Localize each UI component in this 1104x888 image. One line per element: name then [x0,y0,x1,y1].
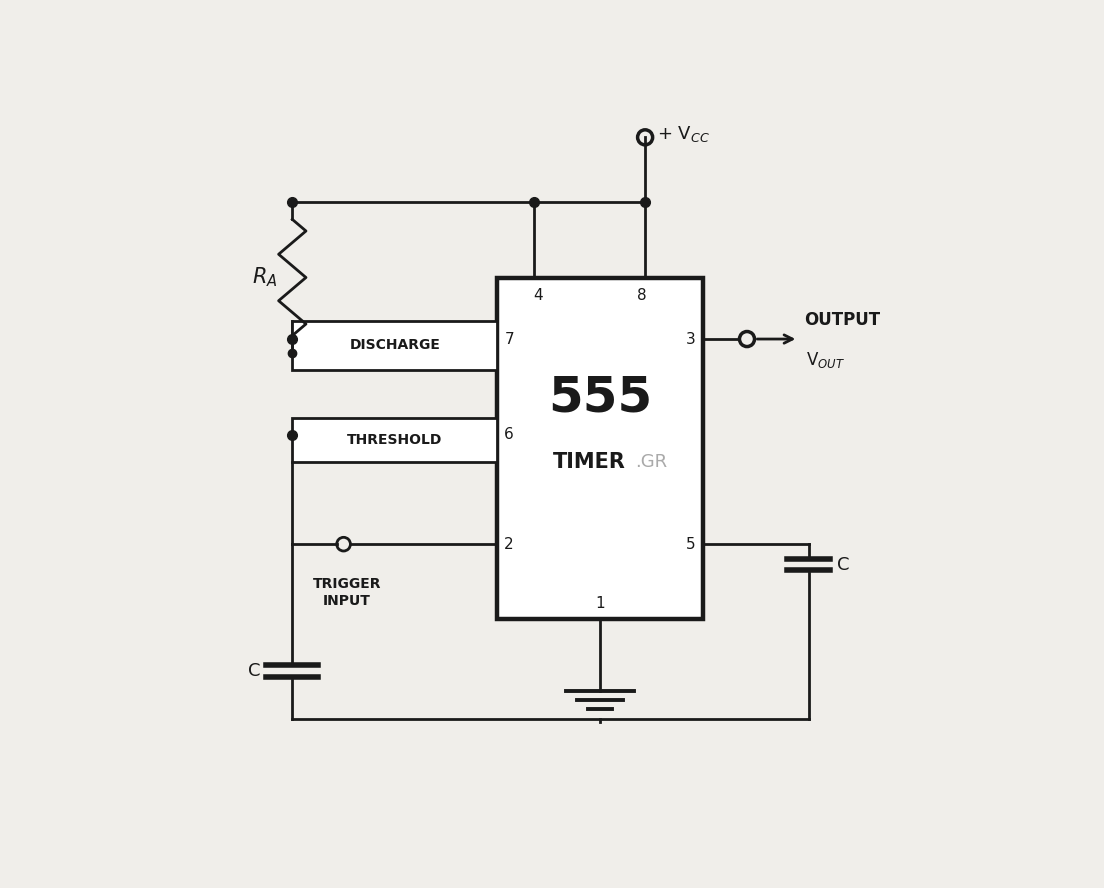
Text: 7: 7 [505,331,513,346]
Bar [498,278,702,620]
Text: C: C [248,662,261,679]
Text: 6: 6 [505,427,514,442]
Text: + V$_{CC}$: + V$_{CC}$ [657,124,710,144]
Text: $R_A$: $R_A$ [252,266,278,289]
Text: OUTPUT: OUTPUT [804,311,880,329]
Text: TRIGGER
INPUT: TRIGGER INPUT [312,577,381,608]
Text: V$_{OUT}$: V$_{OUT}$ [807,350,846,369]
Text: 1: 1 [595,596,605,611]
Text: 8: 8 [637,288,647,303]
Text: 3: 3 [686,331,696,346]
Text: 4: 4 [533,288,542,303]
Text: .GR: .GR [636,453,668,472]
Bar [293,321,498,369]
Bar [293,418,498,462]
Text: TIMER: TIMER [553,452,626,472]
Text: 2: 2 [505,536,513,551]
Text: DISCHARGE: DISCHARGE [350,338,440,353]
Text: C: C [837,556,850,574]
Text: 555: 555 [548,373,652,421]
Text: THRESHOLD: THRESHOLD [347,433,443,448]
Text: 5: 5 [686,536,696,551]
